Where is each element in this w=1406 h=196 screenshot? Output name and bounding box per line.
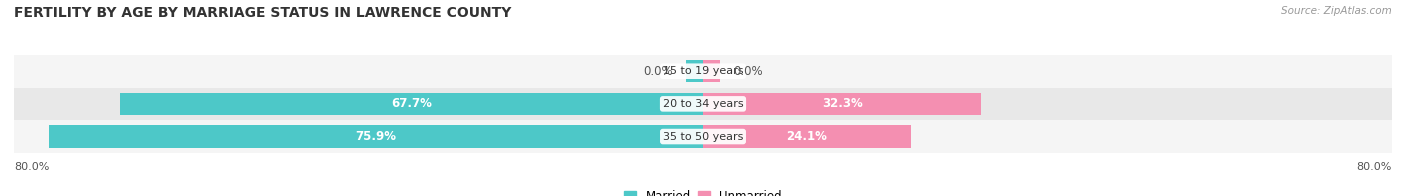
- Text: 0.0%: 0.0%: [643, 65, 673, 78]
- Text: 0.0%: 0.0%: [733, 65, 763, 78]
- Bar: [14, 88, 1392, 120]
- Bar: [120, 93, 703, 115]
- Legend: Married, Unmarried: Married, Unmarried: [620, 185, 786, 196]
- Text: 80.0%: 80.0%: [14, 162, 49, 172]
- Bar: [14, 120, 1392, 153]
- Bar: [686, 60, 703, 82]
- Text: 15 to 19 years: 15 to 19 years: [662, 66, 744, 76]
- Bar: [14, 55, 1392, 88]
- Text: 24.1%: 24.1%: [786, 130, 827, 143]
- Text: Source: ZipAtlas.com: Source: ZipAtlas.com: [1281, 6, 1392, 16]
- Text: 75.9%: 75.9%: [356, 130, 396, 143]
- Text: 20 to 34 years: 20 to 34 years: [662, 99, 744, 109]
- Text: 67.7%: 67.7%: [391, 97, 432, 110]
- Bar: [49, 125, 703, 148]
- Bar: [703, 93, 981, 115]
- Text: FERTILITY BY AGE BY MARRIAGE STATUS IN LAWRENCE COUNTY: FERTILITY BY AGE BY MARRIAGE STATUS IN L…: [14, 6, 512, 20]
- Text: 80.0%: 80.0%: [1357, 162, 1392, 172]
- Bar: [703, 60, 720, 82]
- Text: 35 to 50 years: 35 to 50 years: [662, 132, 744, 142]
- Bar: [703, 125, 911, 148]
- Text: 32.3%: 32.3%: [821, 97, 862, 110]
